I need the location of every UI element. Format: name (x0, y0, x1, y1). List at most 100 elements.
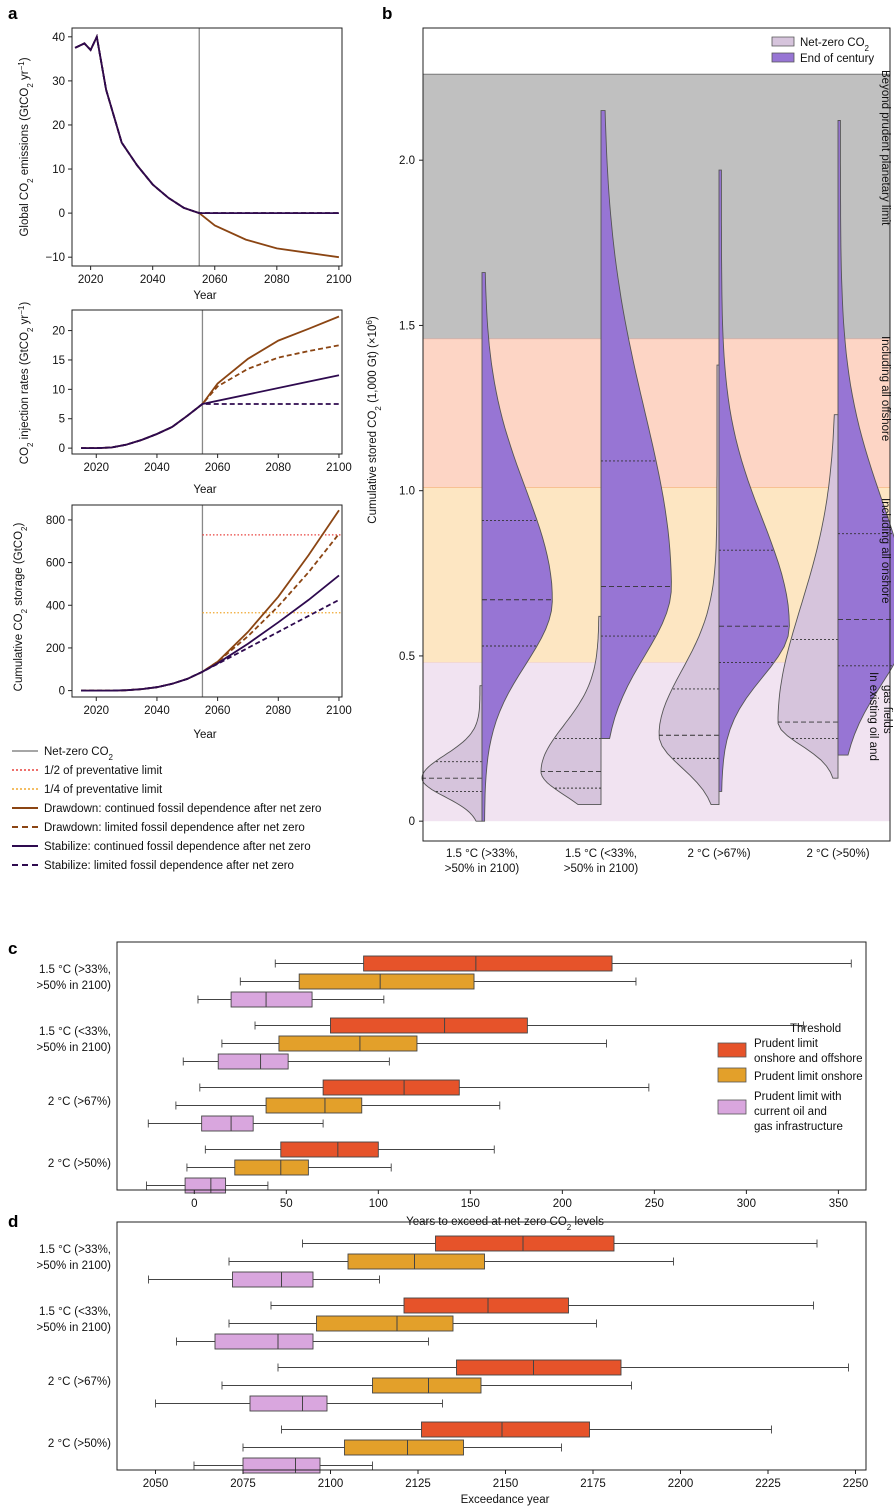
c-category-label: 1.5 °C (>33%, (39, 964, 111, 976)
a1-ytick-label: 30 (52, 76, 65, 88)
c-category-label: >50% in 2100) (37, 1042, 112, 1054)
b-frame (422, 27, 891, 842)
b-ytick-label: 0.5 (399, 651, 415, 663)
b-band-label-beyond: Beyond prudent planetary limit (879, 70, 891, 226)
c-xtick-label: 50 (280, 1198, 293, 1210)
c-box (280, 1141, 379, 1158)
d-box (403, 1297, 569, 1314)
a1-series-line-3 (74, 33, 339, 215)
legend-b-swatch-netzero (771, 36, 795, 47)
b-violin-end-3 (837, 120, 894, 756)
panel-a2: 2020 2040 2060 2080 2100 0 5 10 15 20 Year CO2 in… (17, 302, 352, 496)
panel-letter-d: d (8, 1212, 18, 1231)
d-category-label: >50% in 2100) (37, 1322, 112, 1334)
a1-xtick-label: 2060 (202, 274, 228, 286)
c-xlabel: Years to exceed at net-zero CO2 levels (406, 1216, 604, 1232)
c-box (217, 1053, 289, 1070)
c-box (265, 1097, 363, 1114)
legend-label-netzero: Net-zero CO2 (44, 746, 114, 762)
legend-cd-swatch-1 (717, 1042, 747, 1058)
a2-ytick-label: 20 (52, 326, 65, 338)
b-band-label-onshore: Including all onshore (879, 498, 891, 604)
a1-xtick-label: 2100 (326, 274, 352, 286)
legend-b-swatch-end (771, 52, 795, 63)
d-box (456, 1359, 622, 1376)
c-box (230, 991, 313, 1008)
a1-ytick-label: −10 (45, 252, 65, 264)
a3-series-line-0 (81, 509, 340, 692)
a2-series-line-0 (81, 315, 340, 450)
b-xtick-label: 1.5 °C (>33%, (446, 848, 518, 860)
legend-label-quarter: 1/4 of preventative limit (44, 784, 163, 796)
a3-xtick-label: 2040 (144, 705, 170, 717)
b-ylabel: Cumulative stored CO2 (1,000 Gt) (×106) (365, 316, 383, 524)
a3-ytick-label: 0 (59, 686, 65, 698)
d-box (344, 1439, 464, 1456)
legend-label-st-cont: Stabilize: continued fossil dependence a… (44, 841, 311, 853)
a1-frame (71, 27, 343, 267)
a1-series-line-0 (74, 33, 340, 259)
c-box (234, 1159, 309, 1176)
c-category-label: 1.5 °C (<33%, (39, 1026, 111, 1038)
b-xtick-label: >50% in 2100) (564, 863, 639, 875)
legend-label-dd-cont: Drawdown: continued fossil dependence af… (44, 803, 321, 815)
b-band-label-offshore: Including all offshore (879, 336, 891, 441)
a2-xtick-label: 2060 (205, 462, 231, 474)
a3-ylabel: Cumulative CO2 storage (GtCO2) (13, 523, 29, 692)
c-xtick-label: 250 (645, 1198, 664, 1210)
d-xtick-label: 2200 (668, 1478, 694, 1490)
d-frame (116, 1221, 867, 1471)
c-box (298, 973, 475, 990)
b-ytick-label: 1.0 (399, 486, 415, 498)
a3-xlabel: Year (193, 729, 216, 741)
c-xtick-label: 150 (461, 1198, 480, 1210)
a2-ytick-label: 15 (52, 355, 65, 367)
d-box (249, 1395, 328, 1412)
legend-cd: Threshold Prudent limit onshore and offs… (717, 1023, 863, 1133)
panel-letter-a: a (8, 4, 18, 23)
a1-ylabel: Global CO2 emissions (GtCO2 yr−1) (17, 57, 35, 236)
d-box (232, 1271, 314, 1288)
d-xlabel: Exceedance year (461, 1494, 550, 1506)
panel-d: 1.5 °C (>33%, >50% in 2100) 1.5 °C (<33%, >… (37, 1221, 869, 1506)
a2-frame (71, 309, 343, 455)
d-xtick-label: 2100 (318, 1478, 344, 1490)
d-box (372, 1377, 482, 1394)
a2-series-line-3 (81, 403, 339, 450)
d-xtick-label: 2225 (755, 1478, 781, 1490)
a3-xtick-label: 2100 (326, 705, 352, 717)
c-xtick-label: 200 (553, 1198, 572, 1210)
legend-cd-label-3c: gas infrastructure (754, 1121, 843, 1133)
legend-b: Net-zero CO2 End of century (769, 32, 889, 68)
legend-b-label-netzero: Net-zero CO2 (800, 37, 870, 53)
d-category-label: 1.5 °C (<33%, (39, 1306, 111, 1318)
c-category-label: 2 °C (>67%) (48, 1096, 111, 1108)
panel-a1: 2020 2040 2060 2080 2100 −10 0 10 20 30 40 Year Gl… (17, 27, 352, 302)
panel-b: 0 0.5 1.0 1.5 2.0 1.5 °C (>33%, >50% in 2100) 1… (365, 27, 894, 875)
c-box (322, 1079, 460, 1096)
c-xtick-label: 350 (829, 1198, 848, 1210)
b-band-beyond (423, 74, 890, 339)
a3-xtick-label: 2060 (205, 705, 231, 717)
legend-cd-label-1b: onshore and offshore (754, 1053, 862, 1065)
c-category-label: >50% in 2100) (37, 980, 112, 992)
c-box (363, 955, 613, 972)
b-ytick-label: 2.0 (399, 155, 415, 167)
a2-series-line-1 (81, 344, 340, 450)
legend-cd-label-3a: Prudent limit with (754, 1091, 842, 1103)
a1-ytick-label: 10 (52, 164, 65, 176)
a2-ytick-label: 10 (52, 384, 65, 396)
panel-letter-b: b (382, 4, 392, 23)
legend-label-half: 1/2 of preventative limit (44, 765, 163, 777)
d-xtick-label: 2250 (843, 1478, 869, 1490)
d-xtick-label: 2175 (580, 1478, 606, 1490)
d-box (214, 1333, 314, 1350)
b-violin-end-0 (481, 272, 553, 822)
a1-ytick-label: 40 (52, 32, 65, 44)
a3-series-line-2 (81, 574, 340, 692)
c-xtick-label: 300 (737, 1198, 756, 1210)
b-band-label-existing-1: In existing oil and (867, 672, 879, 761)
d-box (242, 1457, 321, 1474)
b-violin-netzero-0 (421, 685, 483, 822)
